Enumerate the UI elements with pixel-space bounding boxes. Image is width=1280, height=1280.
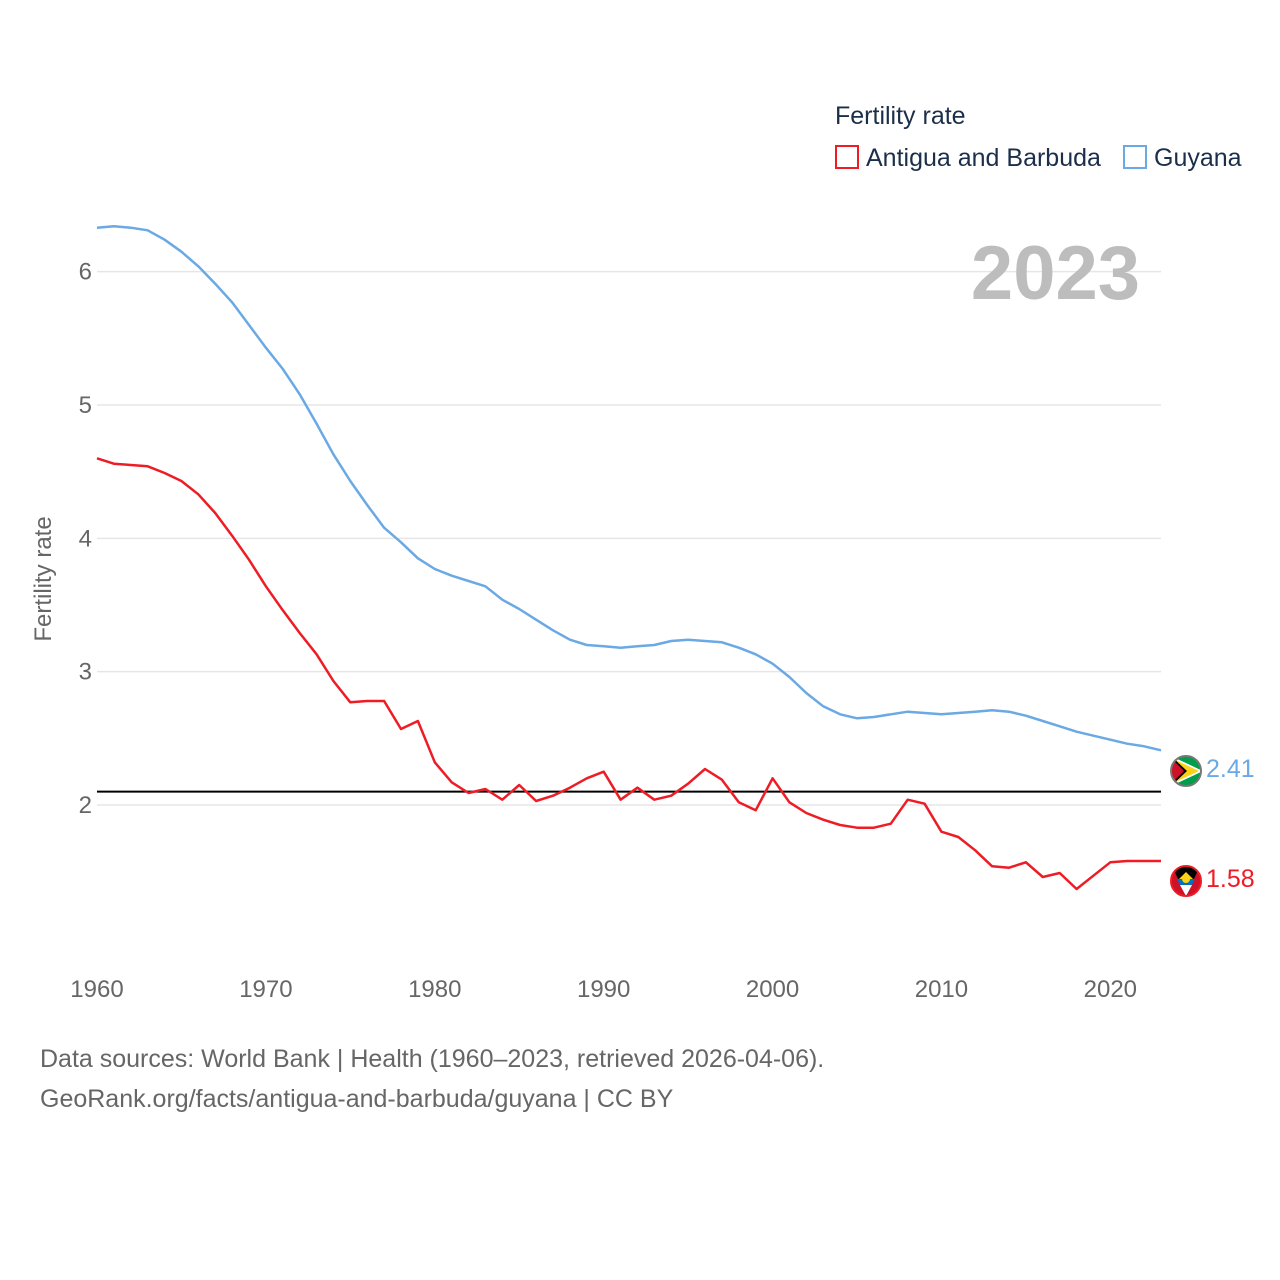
guyana-flag-icon (1170, 755, 1202, 787)
antigua-end-value: 1.58 (1206, 865, 1255, 893)
legend-item-antigua[interactable]: Antigua and Barbuda (835, 144, 1101, 172)
x-axis-ticks: 1960 1970 1980 1990 2000 2010 2020 (70, 976, 1137, 1003)
gridlines (97, 270, 1161, 806)
x-tick-label: 1960 (70, 976, 123, 1003)
x-tick-label: 2010 (915, 976, 968, 1003)
legend: Fertility rate Antigua and Barbuda Guyan… (835, 102, 1242, 172)
guyana-end-value: 2.41 (1206, 755, 1255, 783)
antigua-flag-icon (1170, 865, 1202, 897)
y-tick-label: 3 (79, 659, 92, 686)
y-tick-label: 5 (79, 392, 92, 419)
legend-swatch-guyana (1123, 145, 1147, 169)
legend-swatch-antigua (835, 145, 859, 169)
data-sources-note: Data sources: World Bank | Health (1960–… (40, 1045, 825, 1073)
legend-label-guyana: Guyana (1154, 144, 1242, 172)
series-lines (96, 225, 1162, 891)
y-axis-title: Fertility rate (30, 516, 57, 641)
legend-item-guyana[interactable]: Guyana (1123, 144, 1242, 172)
x-tick-label: 2000 (746, 976, 799, 1003)
series-line-antigua[interactable] (96, 457, 1161, 891)
y-tick-label: 4 (79, 525, 92, 552)
series-line-guyana[interactable] (96, 225, 1162, 752)
attribution-link[interactable]: GeoRank.org/facts/antigua-and-barbuda/gu… (40, 1085, 674, 1113)
legend-label-antigua: Antigua and Barbuda (866, 144, 1101, 172)
y-tick-label: 2 (79, 792, 92, 819)
x-tick-label: 1980 (408, 976, 461, 1003)
x-tick-label: 2020 (1084, 976, 1137, 1003)
y-tick-label: 6 (79, 259, 92, 286)
current-year-label: 2023 (971, 231, 1140, 316)
y-axis-ticks: 2 3 4 5 6 (79, 259, 92, 819)
x-tick-label: 1970 (239, 976, 292, 1003)
x-tick-label: 1990 (577, 976, 630, 1003)
legend-title: Fertility rate (835, 102, 966, 130)
